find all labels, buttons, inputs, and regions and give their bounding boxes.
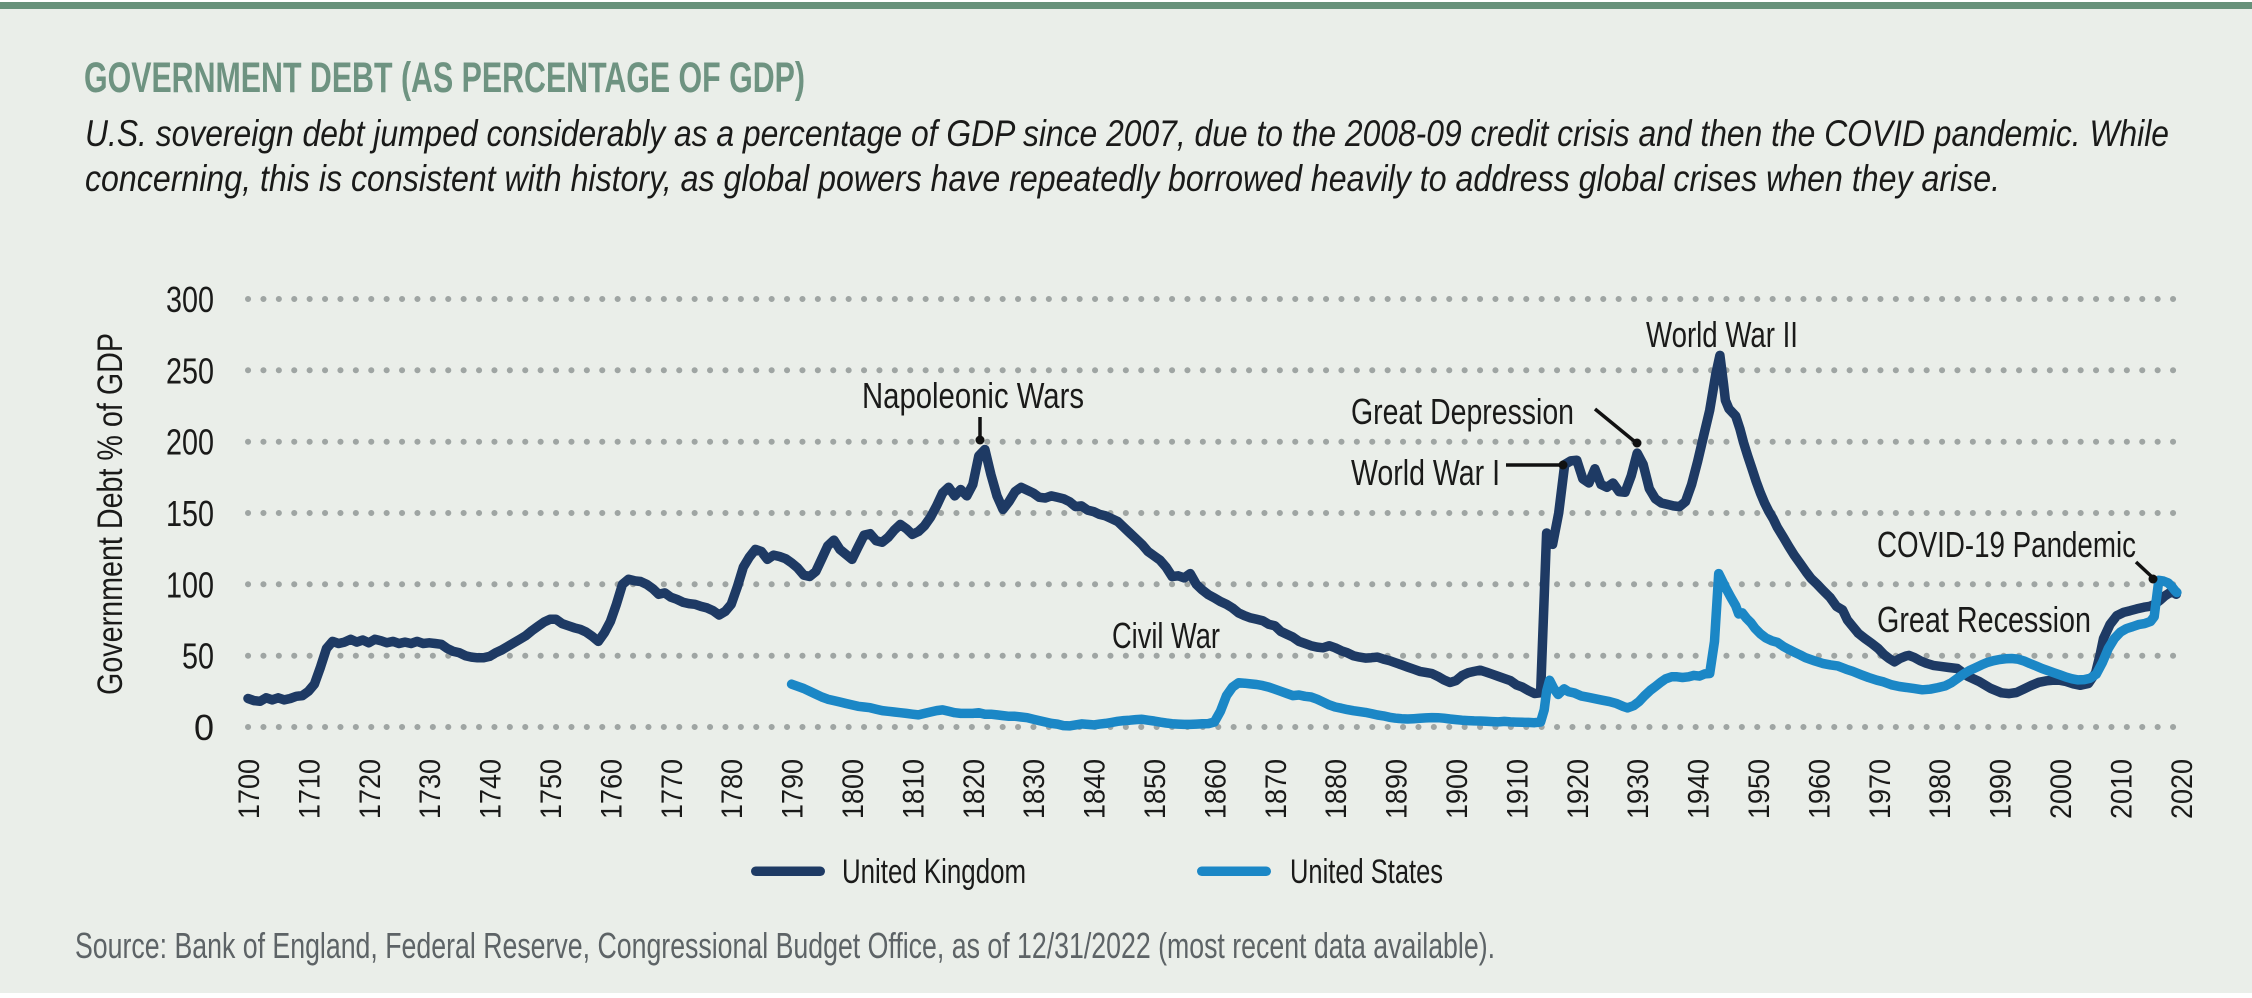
svg-text:1870: 1870 [1260,759,1293,819]
svg-text:150: 150 [166,493,214,534]
svg-text:250: 250 [166,350,214,391]
svg-text:1920: 1920 [1562,759,1595,819]
svg-text:1820: 1820 [958,759,991,819]
svg-text:Great Depression: Great Depression [1351,391,1574,432]
svg-text:1840: 1840 [1079,759,1112,819]
svg-text:1890: 1890 [1381,759,1414,819]
svg-text:United Kingdom: United Kingdom [842,853,1026,891]
svg-text:GOVERNMENT DEBT (AS PERCENTAGE: GOVERNMENT DEBT (AS PERCENTAGE OF GDP) [84,54,805,102]
svg-text:1810: 1810 [897,759,930,819]
svg-text:1710: 1710 [293,759,326,819]
svg-text:1960: 1960 [1803,759,1836,819]
svg-text:1760: 1760 [595,759,628,819]
svg-text:1880: 1880 [1320,759,1353,819]
svg-text:50: 50 [182,636,214,677]
svg-text:1950: 1950 [1743,759,1776,819]
svg-text:World War II: World War II [1646,314,1798,355]
svg-text:0: 0 [194,707,214,748]
svg-text:1930: 1930 [1622,759,1655,819]
svg-text:1980: 1980 [1924,759,1957,819]
svg-text:200: 200 [166,422,214,463]
svg-text:concerning, this is consistent: concerning, this is consistent with hist… [85,158,2000,199]
svg-text:1940: 1940 [1683,759,1716,819]
svg-text:U.S. sovereign debt jumped con: U.S. sovereign debt jumped considerably … [85,113,2169,154]
svg-text:1700: 1700 [233,759,266,819]
svg-text:1790: 1790 [777,759,810,819]
svg-text:Civil War: Civil War [1112,615,1220,656]
svg-text:Government Debt % of GDP: Government Debt % of GDP [91,333,130,695]
svg-text:World War I: World War I [1351,452,1500,493]
svg-text:Napoleonic Wars: Napoleonic Wars [862,375,1084,416]
svg-text:Great Recession: Great Recession [1877,599,2091,640]
svg-text:1830: 1830 [1018,759,1051,819]
svg-text:2020: 2020 [2166,759,2199,819]
svg-text:United States: United States [1290,853,1443,891]
svg-text:1720: 1720 [354,759,387,819]
svg-text:1780: 1780 [716,759,749,819]
svg-text:300: 300 [166,279,214,320]
svg-text:2000: 2000 [2045,759,2078,819]
svg-text:1730: 1730 [414,759,447,819]
svg-text:100: 100 [166,564,214,605]
svg-text:1910: 1910 [1501,759,1534,819]
svg-text:1800: 1800 [837,759,870,819]
svg-text:1900: 1900 [1441,759,1474,819]
svg-text:1860: 1860 [1199,759,1232,819]
svg-text:1770: 1770 [656,759,689,819]
svg-text:COVID-19 Pandemic: COVID-19 Pandemic [1877,524,2136,565]
svg-text:1990: 1990 [1985,759,2018,819]
svg-text:Source: Bank of England, Feder: Source: Bank of England, Federal Reserve… [75,925,1495,966]
svg-text:1740: 1740 [475,759,508,819]
svg-text:1850: 1850 [1139,759,1172,819]
svg-text:1970: 1970 [1864,759,1897,819]
svg-text:1750: 1750 [535,759,568,819]
svg-text:2010: 2010 [2105,759,2138,819]
